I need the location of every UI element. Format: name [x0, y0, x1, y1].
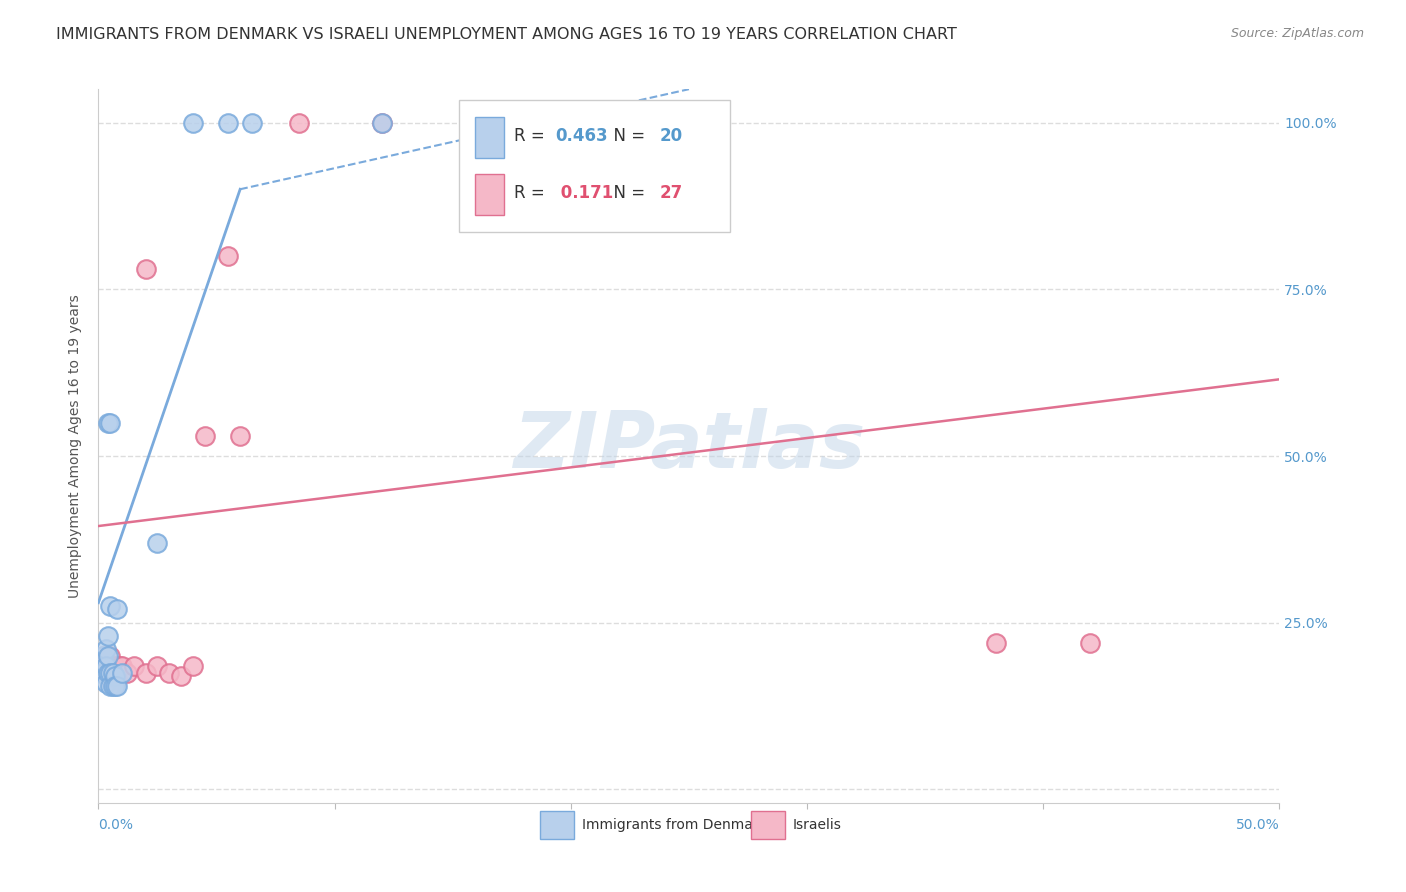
Point	[97, 669, 120, 683]
Point	[111, 665, 134, 680]
Point	[229, 429, 252, 443]
Point	[90, 665, 112, 680]
Text: 0.0%: 0.0%	[98, 818, 134, 832]
Point	[101, 679, 124, 693]
Point	[115, 665, 138, 680]
Point	[97, 665, 120, 680]
Point	[101, 665, 124, 680]
Point	[146, 535, 169, 549]
Point	[111, 659, 134, 673]
Point	[90, 659, 112, 673]
Point	[97, 659, 120, 673]
Point	[98, 416, 121, 430]
Point	[104, 679, 127, 693]
Point	[135, 665, 157, 680]
Text: R =: R =	[515, 184, 550, 202]
Text: 27: 27	[659, 184, 683, 202]
Point	[98, 665, 121, 680]
Text: 0.463: 0.463	[555, 127, 609, 145]
Point	[217, 115, 239, 129]
FancyBboxPatch shape	[475, 117, 503, 158]
Y-axis label: Unemployment Among Ages 16 to 19 years: Unemployment Among Ages 16 to 19 years	[69, 294, 83, 598]
Point	[98, 665, 121, 680]
Point	[104, 669, 127, 683]
Point	[94, 665, 117, 680]
Point	[1080, 636, 1102, 650]
Point	[97, 416, 120, 430]
Point	[157, 665, 180, 680]
Text: N =: N =	[603, 184, 650, 202]
Point	[371, 115, 394, 129]
Point	[678, 115, 700, 129]
FancyBboxPatch shape	[475, 174, 503, 215]
Point	[97, 649, 120, 664]
Point	[94, 659, 117, 673]
Point	[146, 659, 169, 673]
Point	[91, 649, 114, 664]
Point	[98, 649, 121, 664]
Point	[181, 115, 204, 129]
FancyBboxPatch shape	[458, 100, 730, 232]
Point	[97, 629, 120, 643]
Point	[194, 429, 217, 443]
Point	[135, 262, 157, 277]
Point	[288, 115, 311, 129]
Point	[94, 659, 117, 673]
Text: N =: N =	[603, 127, 650, 145]
Point	[91, 665, 114, 680]
Text: 20: 20	[659, 127, 682, 145]
Point	[98, 659, 121, 673]
Point	[240, 115, 263, 129]
Point	[984, 636, 1007, 650]
Point	[105, 679, 128, 693]
Point	[108, 659, 131, 673]
Point	[94, 675, 117, 690]
Text: Israelis: Israelis	[793, 818, 842, 832]
Point	[91, 649, 114, 664]
Point	[181, 659, 204, 673]
Text: ZIPatlas: ZIPatlas	[513, 408, 865, 484]
Point	[94, 642, 117, 657]
Point	[105, 673, 128, 687]
Point	[122, 659, 145, 673]
Point	[98, 599, 121, 613]
Point	[105, 602, 128, 616]
Text: Immigrants from Denmark: Immigrants from Denmark	[582, 818, 766, 832]
Text: R =: R =	[515, 127, 550, 145]
Point	[104, 659, 127, 673]
Point	[98, 679, 121, 693]
Point	[217, 249, 239, 263]
Point	[170, 669, 193, 683]
Text: 50.0%: 50.0%	[1236, 818, 1279, 832]
Text: Source: ZipAtlas.com: Source: ZipAtlas.com	[1230, 27, 1364, 40]
Text: IMMIGRANTS FROM DENMARK VS ISRAELI UNEMPLOYMENT AMONG AGES 16 TO 19 YEARS CORREL: IMMIGRANTS FROM DENMARK VS ISRAELI UNEMP…	[56, 27, 957, 42]
Text: 0.171: 0.171	[555, 184, 614, 202]
Point	[101, 665, 124, 680]
Point	[512, 115, 534, 129]
Point	[371, 115, 394, 129]
